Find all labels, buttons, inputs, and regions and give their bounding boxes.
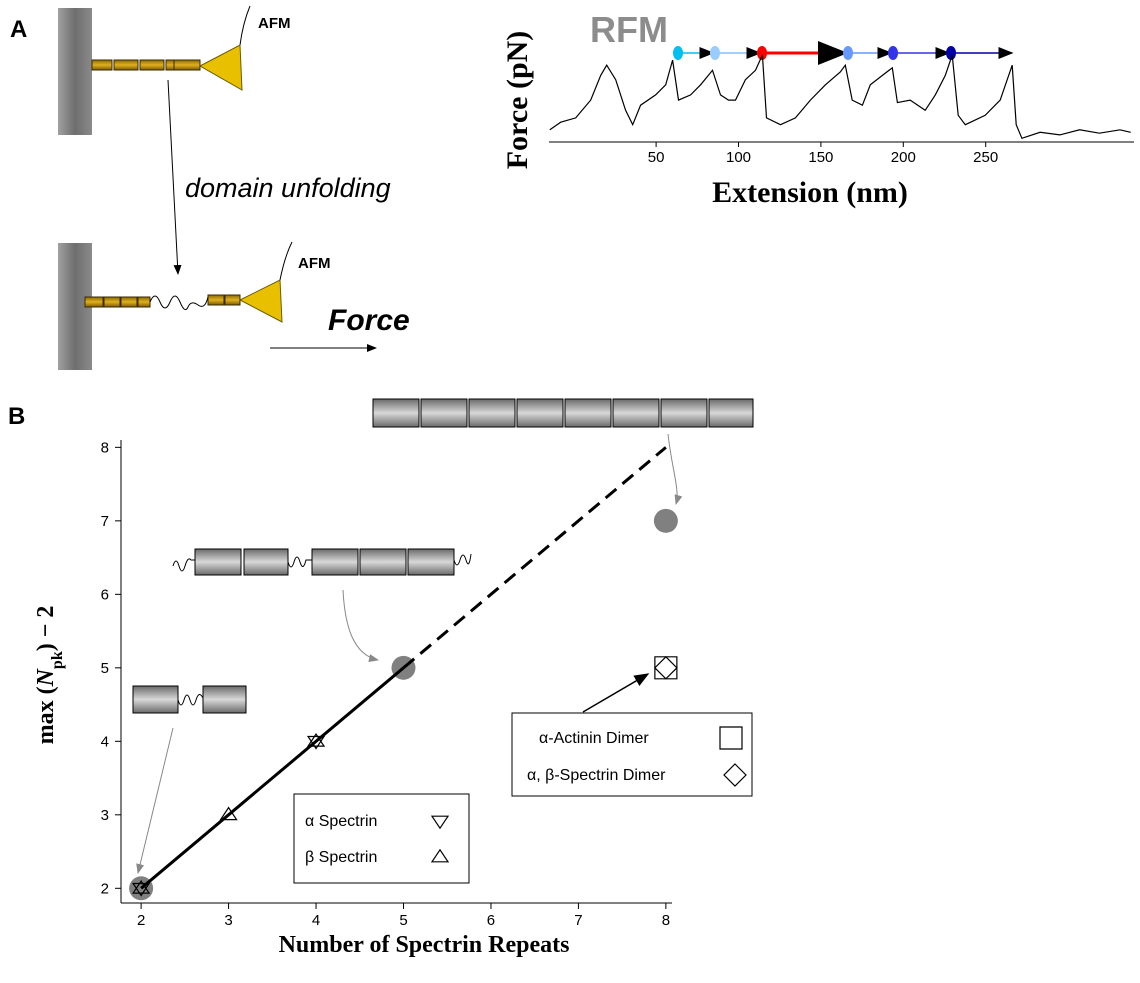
y-tick-label: 3	[101, 807, 109, 824]
legend-label: α, β-Spectrin Dimer	[527, 767, 666, 784]
x-tick-label: 3	[224, 912, 232, 929]
point	[219, 806, 238, 821]
y-axis-label-part: pk	[49, 651, 66, 669]
legend-marker	[430, 848, 450, 863]
force-trace	[549, 54, 1131, 140]
legend-label: β Spectrin	[305, 849, 377, 866]
panel-label: A	[10, 16, 27, 43]
y-axis-label-part: N	[33, 667, 59, 687]
legend-marker	[723, 763, 747, 787]
point	[306, 735, 326, 750]
caption: domain unfolding	[185, 173, 391, 203]
y-tick-label: 7	[101, 513, 109, 530]
x-tick-label: 100	[726, 149, 751, 166]
point	[306, 733, 326, 747]
x-axis-label: Extension (nm)	[712, 176, 908, 209]
legend-box	[511, 712, 753, 797]
point	[654, 655, 678, 680]
afm-label: AFM	[298, 255, 331, 272]
x-tick-label: 200	[891, 149, 916, 166]
force-label: Force	[328, 304, 410, 337]
x-axis-label: Number of Spectrin Repeats	[279, 932, 570, 958]
point	[654, 656, 678, 680]
x-tick-label: 150	[808, 149, 833, 166]
unfolding-arrows	[673, 41, 1014, 65]
y-axis-label: max (Npk) − 2	[33, 606, 66, 745]
y-tick-label: 8	[101, 439, 109, 456]
x-tick-label: 8	[662, 912, 670, 929]
point	[653, 508, 678, 533]
fit-line	[402, 446, 667, 669]
legend-label: α Spectrin	[305, 813, 377, 830]
panel-label: B	[8, 403, 25, 430]
legend-box	[293, 793, 470, 884]
legend-marker	[719, 726, 743, 750]
title: RFM	[590, 9, 668, 50]
y-tick-label: 6	[101, 586, 109, 603]
y-tick-label: 4	[101, 733, 109, 750]
x-tick-label: 50	[648, 149, 665, 166]
legend-marker	[430, 815, 450, 830]
point	[131, 880, 151, 894]
y-axis-label-part: max (	[33, 686, 59, 744]
point	[131, 882, 151, 897]
y-tick-label: 2	[101, 880, 109, 897]
y-axis-label-part: ) − 2	[33, 606, 59, 652]
x-tick-label: 4	[312, 912, 320, 929]
x-tick-label: 6	[487, 912, 495, 929]
x-tick-label: 250	[973, 149, 998, 166]
domain-diagrams	[132, 398, 754, 874]
x-tick-label: 5	[399, 912, 407, 929]
y-tick-label: 5	[101, 660, 109, 677]
x-tick-label: 2	[137, 912, 145, 929]
schematic: AFM domain unfolding AFM Force	[58, 5, 410, 370]
fit-line	[140, 666, 405, 890]
legend-label: α-Actinin Dimer	[539, 730, 649, 747]
x-tick-label: 7	[574, 912, 582, 929]
y-axis-label: Force (pN)	[501, 31, 534, 170]
afm-label: AFM	[258, 15, 291, 32]
